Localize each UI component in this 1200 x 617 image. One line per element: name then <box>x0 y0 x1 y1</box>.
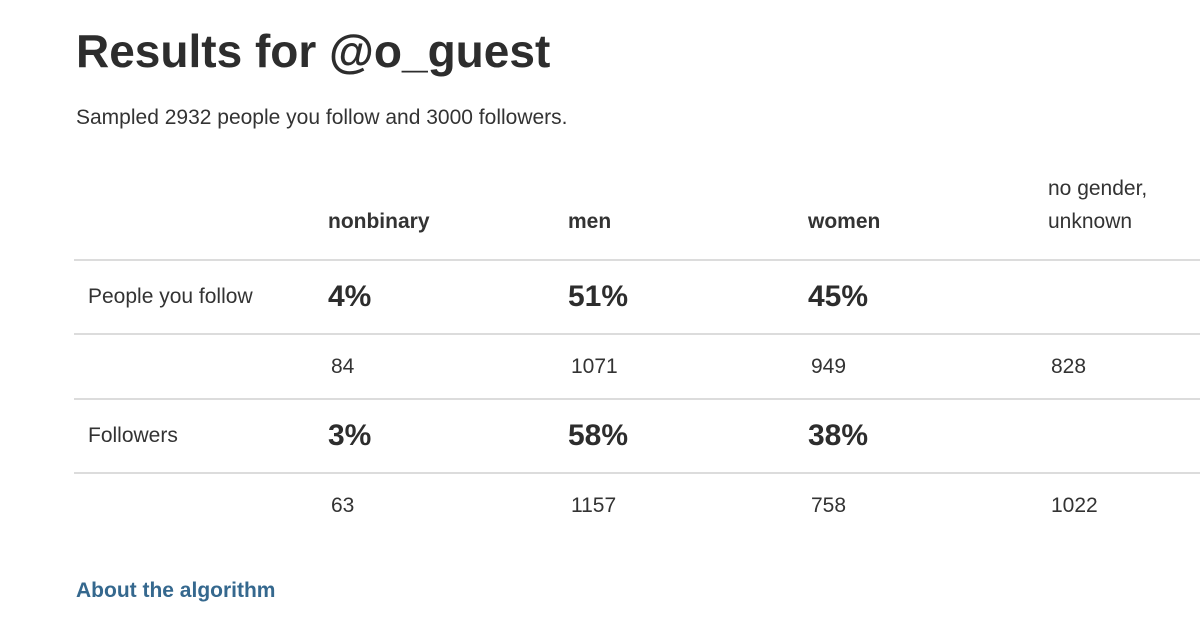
page-title: Results for @o_guest <box>76 25 551 77</box>
sample-summary: Sampled 2932 people you follow and 3000 … <box>76 105 568 129</box>
follow-women-count: 949 <box>808 334 1048 400</box>
table-row-followers-count: 63 1157 758 1022 <box>74 473 1200 537</box>
follow-women-percent: 45% <box>808 259 1048 336</box>
follow-nonbinary-percent: 4% <box>328 259 568 336</box>
row-label-followers: Followers <box>74 398 328 475</box>
followers-men-count: 1157 <box>571 494 617 518</box>
follow-nonbinary-count: 84 <box>328 334 568 400</box>
column-header-no-gender: no gender, unknown <box>1048 161 1200 261</box>
row-label-empty <box>74 473 328 537</box>
table-row-follow-count: 84 1071 949 828 <box>74 334 1200 400</box>
column-header-nonbinary: nonbinary <box>328 161 568 261</box>
header-spacer <box>74 161 328 261</box>
followers-women-count: 758 <box>811 494 847 518</box>
followers-no-gender-count: 1022 <box>1051 494 1098 518</box>
gender-results-table: nonbinary men women no gender, unknown P… <box>74 161 1200 537</box>
follow-men-percent: 51% <box>568 259 808 336</box>
followers-women-percent: 38% <box>808 398 1048 475</box>
follow-no-gender-percent <box>1048 259 1200 336</box>
table-row-followers-percent: Followers 3% 58% 38% <box>74 398 1200 475</box>
followers-no-gender-percent <box>1048 398 1200 475</box>
row-label-people-you-follow: People you follow <box>74 259 328 336</box>
column-header-men: men <box>568 161 808 261</box>
follow-men-count: 1071 <box>568 334 808 400</box>
table-row-follow-percent: People you follow 4% 51% 45% <box>74 259 1200 336</box>
results-page: Results for @o_guest Sampled 2932 people… <box>0 26 1200 603</box>
followers-nonbinary-percent: 3% <box>328 398 568 475</box>
followers-men-percent: 58% <box>568 398 808 475</box>
follow-no-gender-count: 828 <box>1048 334 1200 400</box>
followers-nonbinary-count: 63 <box>331 494 355 518</box>
table-header-row: nonbinary men women no gender, unknown <box>74 161 1200 261</box>
column-header-women: women <box>808 161 1048 261</box>
row-label-empty <box>74 334 328 400</box>
